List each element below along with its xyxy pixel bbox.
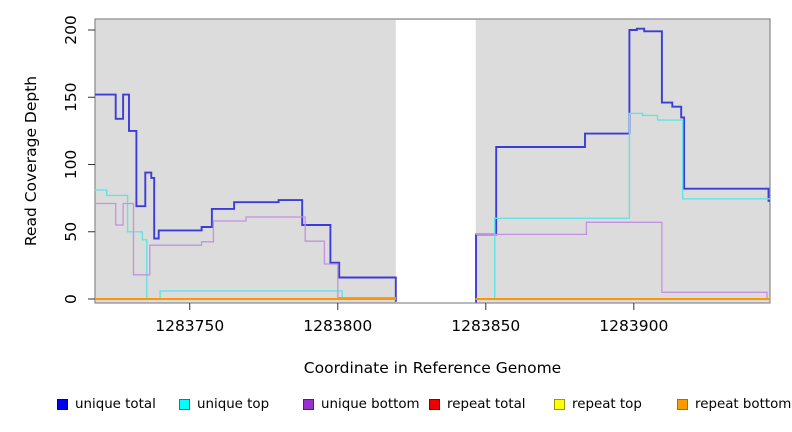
y-tick-label: 100 <box>62 150 80 180</box>
x-tick-label: 1283850 <box>451 317 520 335</box>
x-tick-label: 1283750 <box>155 317 224 335</box>
series-line-unique-bottom <box>475 221 770 300</box>
x-tick-label: 1283900 <box>599 317 668 335</box>
series-line-unique-total <box>475 27 770 303</box>
x-axis-title: Coordinate in Reference Genome <box>303 359 562 377</box>
y-tick-label: 150 <box>62 82 80 112</box>
series-line-unique-total <box>95 93 397 302</box>
series-line-unique-top <box>475 112 770 300</box>
x-tick-label: 1283800 <box>303 317 372 335</box>
y-tick-label: 200 <box>62 15 80 45</box>
plot-border <box>94 18 771 304</box>
series-line-unique-top <box>95 189 396 300</box>
y-tick-label: 50 <box>62 222 80 242</box>
y-tick-label: 0 <box>62 294 80 304</box>
y-axis-title: Read Coverage Depth <box>22 75 40 247</box>
series-line-unique-bottom <box>95 202 396 299</box>
no-data-band <box>395 20 476 303</box>
